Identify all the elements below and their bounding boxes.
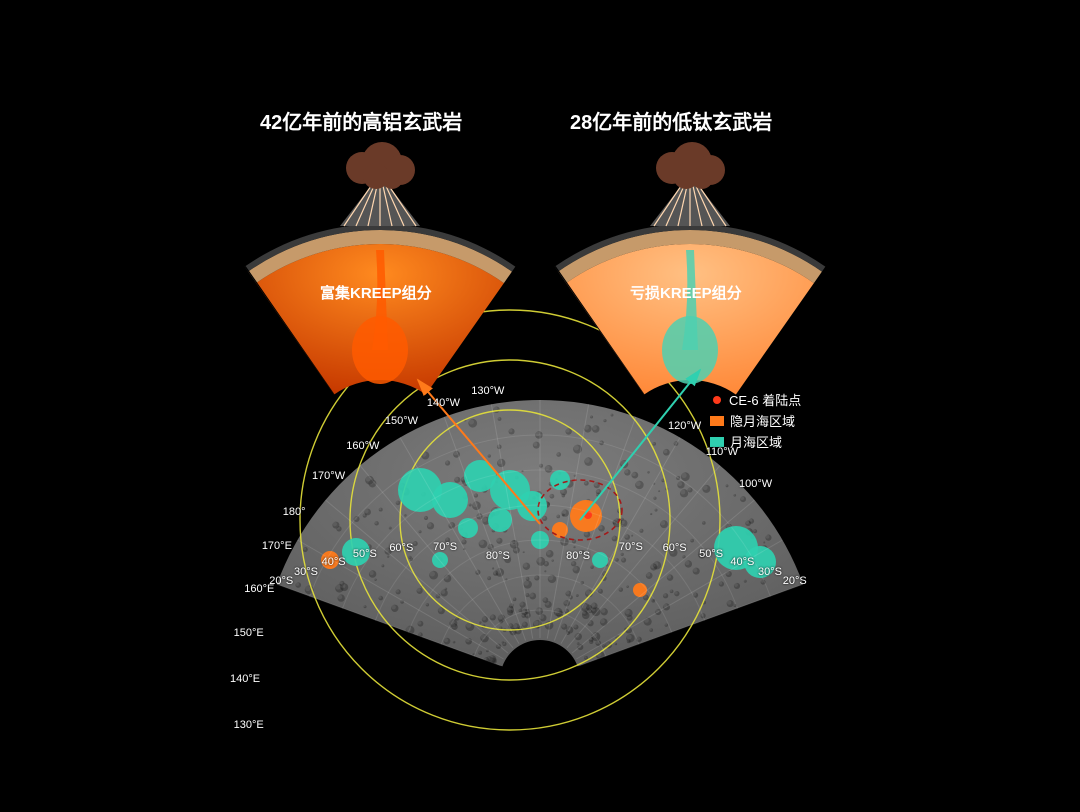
legend-item: 隐月海区域 (710, 411, 801, 430)
legend-swatch (710, 437, 724, 447)
wedge-left (245, 142, 516, 394)
lon-tick-label: 100°W (739, 478, 772, 490)
lon-tick-label: 140°E (230, 673, 260, 685)
lon-tick-label: 130°W (471, 385, 504, 397)
legend-swatch (710, 416, 724, 426)
legend-label: 隐月海区域 (730, 411, 795, 430)
eruption-cloud (381, 167, 403, 189)
lat-tick-label: 60°S (389, 542, 413, 554)
lat-tick-label: 30°S (758, 566, 782, 578)
lon-tick-label: 120°W (668, 420, 701, 432)
lon-tick-label: 150°W (385, 415, 418, 427)
wedge-left-label: 富集KREEP组分 (320, 282, 432, 303)
eruption-cloud (691, 167, 713, 189)
lat-tick-label: 80°S (566, 550, 590, 562)
mare-patch (432, 482, 468, 518)
lat-tick-label: 70°S (433, 541, 457, 553)
wedge-right-label: 亏损KREEP组分 (630, 282, 742, 303)
lat-tick-label: 60°S (663, 542, 687, 554)
lat-tick-label: 40°S (730, 556, 754, 568)
lon-tick-label: 160°W (346, 440, 379, 452)
figure-root: 42亿年前的高铝玄武岩 28亿年前的低钛玄武岩 富集KREEP组分 亏损KREE… (0, 0, 1080, 812)
lon-tick-label: 170°E (262, 540, 292, 552)
diagram-svg (0, 0, 1080, 812)
lat-tick-label: 70°S (619, 541, 643, 553)
wedge-right (555, 142, 826, 394)
lat-tick-label: 80°S (486, 550, 510, 562)
mare-patch (458, 518, 478, 538)
legend-label: CE-6 着陆点 (729, 390, 801, 409)
lon-tick-label: 170°W (312, 470, 345, 482)
lat-tick-label: 20°S (269, 575, 293, 587)
lon-tick-label: 130°E (234, 719, 264, 731)
legend-item: CE-6 着陆点 (710, 390, 801, 409)
lon-tick-label: 180° (283, 506, 306, 518)
legend: CE-6 着陆点隐月海区域月海区域 (710, 388, 801, 453)
lat-tick-label: 40°S (322, 556, 346, 568)
lat-tick-label: 30°S (294, 566, 318, 578)
lat-tick-label: 50°S (353, 548, 377, 560)
lat-tick-label: 20°S (783, 575, 807, 587)
lon-tick-label: 110°W (706, 446, 738, 458)
legend-swatch (713, 396, 721, 404)
mare-patch (550, 470, 570, 490)
lon-tick-label: 150°E (234, 627, 264, 639)
lat-tick-label: 50°S (699, 548, 723, 560)
cryptomare-patch (633, 583, 647, 597)
lon-tick-label: 140°W (427, 397, 460, 409)
